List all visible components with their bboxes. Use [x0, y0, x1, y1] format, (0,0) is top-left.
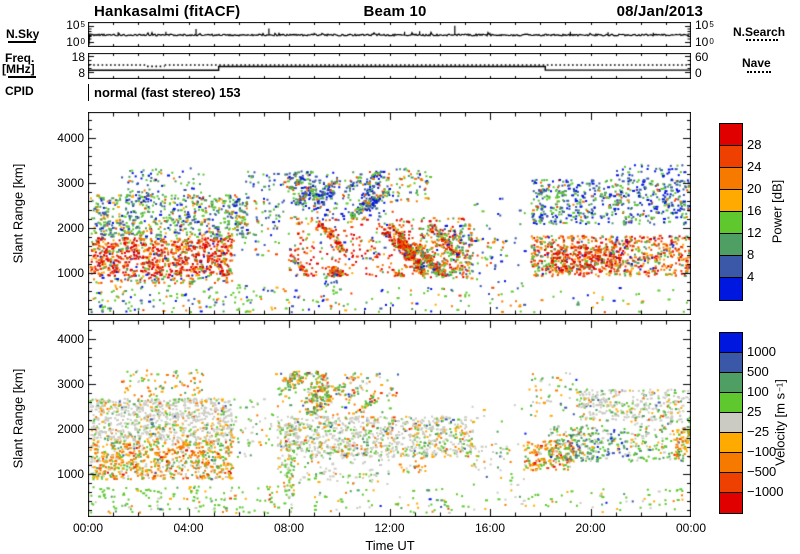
beam-title: Beam 10 — [363, 3, 427, 20]
velocity-colorbar-tick-label: −25 — [747, 424, 770, 439]
freq-label-line2: [MHz] — [2, 62, 35, 76]
freq-legend-line — [8, 76, 36, 78]
x-tick-label: 04:00 — [173, 521, 204, 535]
nsearch-label: N.Search — [733, 25, 786, 39]
power-colorbar-segment — [720, 146, 742, 168]
nsky-ytick-hi-right: 105 — [695, 18, 714, 32]
x-tick-label: 16:00 — [474, 521, 506, 535]
power-colorbar-tick-label: 4 — [747, 269, 755, 284]
x-tick-label: 00:00 — [675, 521, 707, 535]
power-colorbar-tick-label: 24 — [747, 159, 762, 174]
velocity-y-tick-label: 1000 — [57, 467, 84, 481]
velocity-colorbar-tick-label: −500 — [747, 464, 777, 479]
nsky-label: N.Sky — [6, 27, 40, 41]
power-rti-canvas — [88, 112, 691, 315]
velocity-y-tick-label: 4000 — [57, 332, 84, 346]
velocity-colorbar-tick-label: 1000 — [747, 344, 776, 359]
velocity-colorbar-tick-label: −100 — [747, 444, 777, 459]
x-tick-label: 00:00 — [72, 521, 104, 535]
cpid-value: normal (fast stereo) 153 — [94, 85, 241, 100]
power-colorbar-segment — [720, 212, 742, 234]
velocity-colorbar-segment — [720, 413, 742, 433]
freq-ytick-bottom: 8 — [78, 66, 85, 80]
power-yaxis-title: Slant Range [km] — [10, 163, 26, 264]
freq-label-line1: Freq. — [5, 51, 35, 65]
cpid-tick-mark — [88, 84, 89, 101]
velocity-colorbar-segment — [720, 333, 742, 353]
velocity-colorbar-tick-label: 100 — [747, 384, 769, 399]
power-colorbar — [719, 123, 743, 301]
power-colorbar-segment — [720, 190, 742, 212]
velocity-colorbar-segment — [720, 393, 742, 413]
power-y-tick-label: 4000 — [57, 131, 84, 145]
velocity-colorbar — [719, 332, 743, 514]
nsky-ytick-hi-left: 105 — [66, 18, 85, 32]
velocity-colorbar-segment — [720, 473, 742, 493]
velocity-colorbar-segment — [720, 453, 742, 473]
nsky-plot-canvas — [88, 22, 691, 47]
cpid-label: CPID — [5, 84, 34, 98]
nave-ytick-bottom: 0 — [695, 66, 702, 80]
nsearch-legend-line — [746, 39, 778, 41]
nave-legend-line — [747, 71, 771, 73]
nave-label: Nave — [742, 56, 771, 70]
power-colorbar-tick-label: 20 — [747, 181, 762, 196]
power-colorbar-tick-label: 28 — [747, 137, 762, 152]
velocity-colorbar-segment — [720, 353, 742, 373]
power-colorbar-tick-label: 16 — [747, 203, 762, 218]
power-colorbar-segment — [720, 124, 742, 146]
velocity-colorbar-segment — [720, 493, 742, 513]
nsky-legend-line — [8, 41, 36, 43]
velocity-colorbar-segment — [720, 373, 742, 393]
power-colorbar-segment — [720, 234, 742, 256]
x-tick-label: 20:00 — [575, 521, 606, 535]
velocity-colorbar-tick-label: −1000 — [747, 484, 784, 499]
x-tick-label: 08:00 — [273, 521, 305, 535]
power-colorbar-tick-label: 12 — [747, 225, 762, 240]
velocity-colorbar-tick-label: 25 — [747, 404, 762, 419]
velocity-y-tick-label: 2000 — [57, 422, 84, 436]
power-colorbar-segment — [720, 256, 742, 278]
freq-ytick-top: 18 — [71, 50, 85, 64]
velocity-colorbar-tick-label: 500 — [747, 364, 769, 379]
station-title: Hankasalmi (fitACF) — [94, 3, 241, 20]
date-title: 08/Jan/2013 — [616, 3, 703, 20]
power-colorbar-tick-label: 8 — [747, 247, 755, 262]
power-colorbar-segment — [720, 168, 742, 190]
velocity-colorbar-segment — [720, 433, 742, 453]
nsky-ytick-lo-left: 100 — [66, 35, 85, 49]
power-y-tick-label: 3000 — [57, 176, 84, 190]
velocity-rti-canvas — [88, 320, 691, 517]
freq-plot-canvas — [88, 53, 691, 79]
velocity-y-tick-label: 3000 — [57, 377, 84, 391]
x-tick-label: 12:00 — [374, 521, 405, 535]
velocity-yaxis-title: Slant Range [km] — [10, 368, 26, 469]
power-y-tick-label: 1000 — [57, 266, 84, 280]
nsky-ytick-lo-right: 100 — [695, 35, 714, 49]
power-colorbar-segment — [720, 278, 742, 300]
nave-ytick-top: 60 — [695, 50, 709, 64]
power-colorbar-title: Power [dB] — [769, 179, 785, 244]
power-y-tick-label: 2000 — [57, 221, 84, 235]
xaxis-title: Time UT — [365, 538, 415, 553]
